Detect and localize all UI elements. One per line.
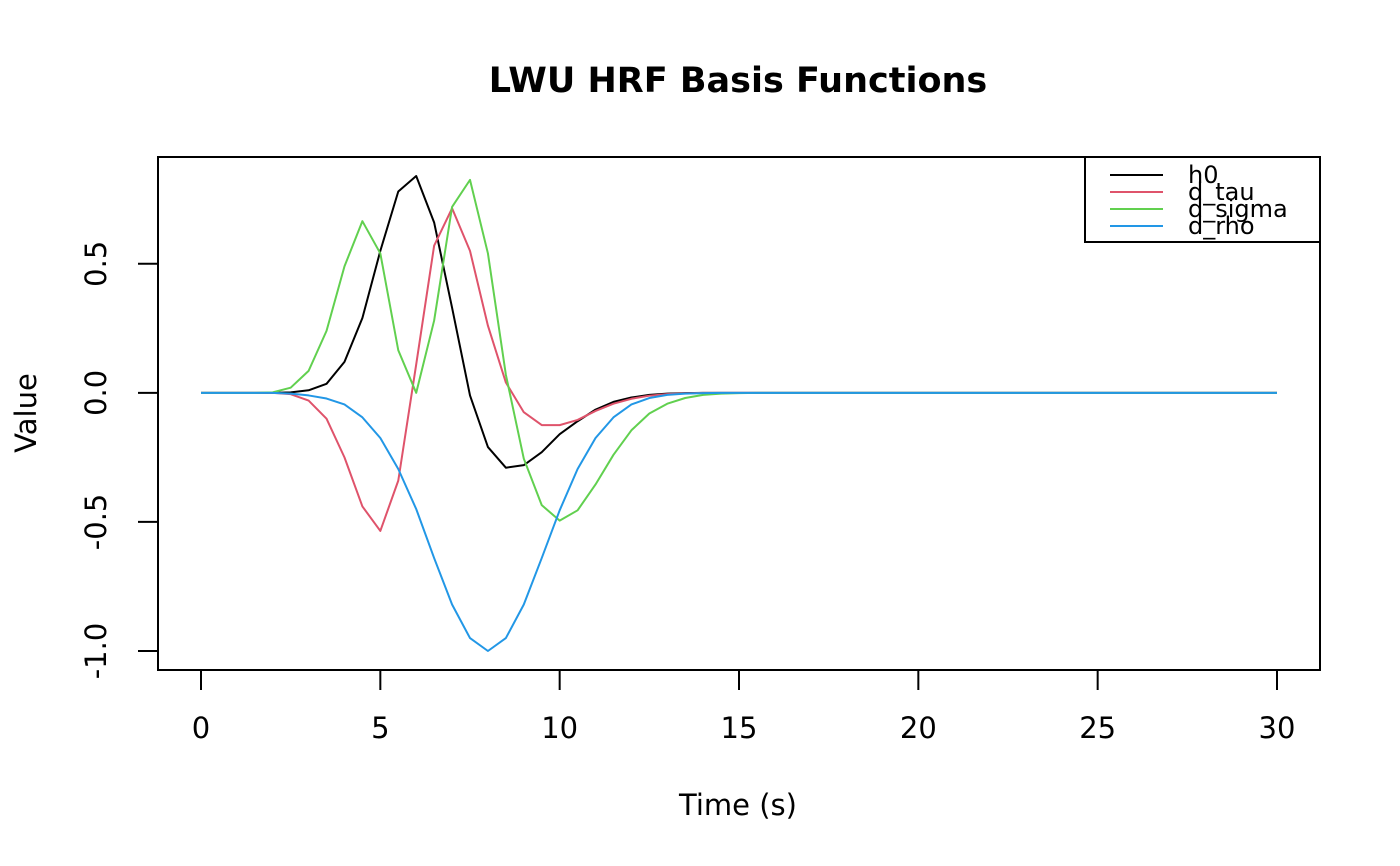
legend-box <box>1084 156 1321 243</box>
x-tick-label: 5 <box>371 711 389 745</box>
y-tick-label: 0.0 <box>79 370 113 416</box>
x-tick-label: 25 <box>1079 711 1116 745</box>
series-line-d-tau <box>201 207 1277 532</box>
legend-label-d-rho: d_rho <box>1188 212 1255 240</box>
y-axis: -1.0 -0.5 0.0 0.5 <box>79 241 159 680</box>
x-tick-label: 30 <box>1259 711 1296 745</box>
series-line-h0 <box>201 175 1277 469</box>
series-layer <box>201 175 1277 652</box>
y-axis-label: Value <box>9 373 43 453</box>
y-tick-label: 0.5 <box>79 241 113 287</box>
x-tick-label: 15 <box>721 711 758 745</box>
legend-label-d-sigma: d_sigma <box>1188 195 1288 223</box>
y-tick-label: -0.5 <box>79 494 113 551</box>
series-line-d-rho <box>201 391 1277 652</box>
x-axis-label: Time (s) <box>678 788 797 822</box>
legend-label-d-tau: d_tau <box>1188 178 1255 206</box>
chart-title: LWU HRF Basis Functions <box>489 61 988 101</box>
plot-frame <box>157 156 1321 671</box>
legend-label-h0: h0 <box>1188 161 1218 189</box>
x-axis: 0 5 10 15 20 25 30 <box>192 669 1296 745</box>
y-tick-label: -1.0 <box>79 623 113 680</box>
x-tick-label: 20 <box>900 711 937 745</box>
x-tick-label: 10 <box>541 711 578 745</box>
series-line-d-sigma <box>201 178 1277 522</box>
x-tick-label: 0 <box>192 711 210 745</box>
